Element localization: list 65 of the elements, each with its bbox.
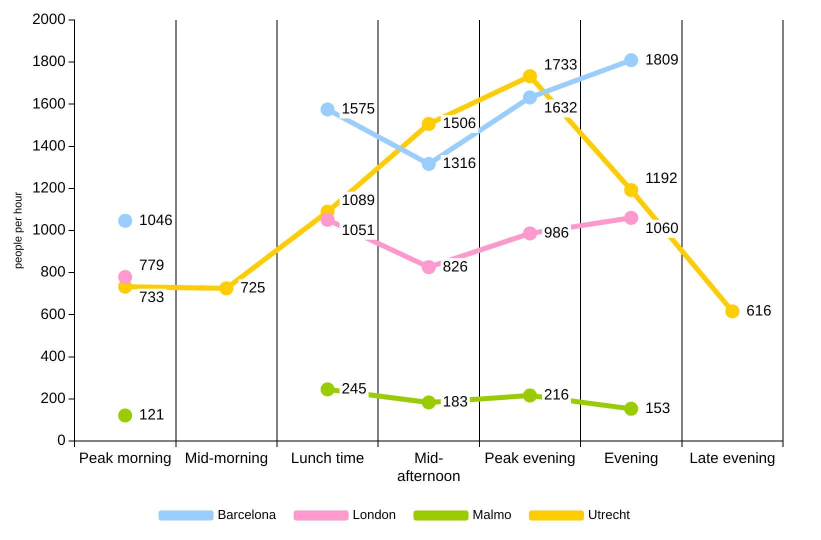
x-tick-label: Mid-afternoon — [397, 450, 460, 486]
x-tick-label: Peak morning — [78, 450, 172, 468]
x-tick-label: Late evening — [689, 450, 776, 468]
y-tick-label: 1400 — [32, 137, 66, 154]
point — [118, 214, 132, 228]
point — [320, 382, 335, 396]
y-tick-label: 1600 — [32, 95, 66, 112]
point — [522, 388, 537, 403]
x-tick-label: Lunch time — [290, 450, 364, 468]
data-label: 616 — [746, 302, 772, 320]
data-label: 1316 — [442, 155, 476, 172]
point — [725, 304, 740, 318]
data-label: 183 — [442, 394, 468, 411]
data-label: 725 — [240, 280, 266, 297]
point — [624, 53, 638, 68]
data-label: 1809 — [645, 51, 679, 68]
data-label: 1046 — [139, 212, 173, 229]
data-label: 779 — [139, 257, 164, 274]
point — [320, 212, 335, 227]
point — [522, 69, 537, 84]
data-label: 1051 — [342, 222, 375, 239]
data-label: 1506 — [442, 115, 476, 132]
point — [624, 183, 638, 198]
x-tick-label: Evening — [604, 450, 658, 468]
point — [422, 116, 436, 131]
point — [422, 395, 436, 410]
data-label: 1089 — [342, 192, 375, 209]
point — [118, 408, 132, 423]
data-label: 1733 — [544, 56, 578, 74]
point — [320, 102, 335, 116]
data-label: 986 — [544, 224, 570, 242]
data-label: 121 — [139, 406, 164, 424]
data-label: 1060 — [645, 220, 679, 238]
point — [219, 281, 234, 296]
legend-label: Barcelona — [218, 507, 277, 522]
data-label: 216 — [544, 386, 570, 404]
data-label: 1192 — [645, 170, 678, 188]
x-tick-label: Peak evening — [484, 450, 576, 468]
point — [118, 270, 132, 284]
y-tick-label: 600 — [40, 306, 66, 323]
y-tick-label: 1800 — [32, 53, 66, 70]
y-tick-label: 1200 — [32, 180, 66, 197]
point — [522, 226, 537, 240]
legend-label: Utrecht — [588, 507, 630, 522]
y-tick-label: 400 — [40, 348, 66, 365]
legend-label: Malmo — [472, 507, 512, 522]
y-tick-label: 0 — [57, 432, 66, 450]
data-label: 826 — [442, 258, 468, 276]
data-label: 153 — [645, 400, 670, 417]
x-tick-label: Mid-morning — [184, 450, 268, 468]
point — [422, 156, 436, 171]
data-label: 245 — [342, 380, 367, 398]
point — [624, 210, 638, 225]
data-label: 1575 — [342, 100, 375, 118]
y-axis-title: people per hour — [12, 192, 25, 270]
data-label: 1632 — [544, 100, 578, 117]
legend-label: London — [352, 507, 396, 522]
y-tick-label: 1000 — [32, 222, 66, 239]
y-tick-label: 2000 — [32, 11, 66, 28]
y-tick-label: 200 — [40, 390, 66, 408]
point — [522, 90, 537, 104]
data-label: 733 — [139, 288, 164, 306]
y-tick-label: 800 — [40, 264, 66, 281]
point — [624, 402, 638, 416]
point — [422, 260, 436, 274]
